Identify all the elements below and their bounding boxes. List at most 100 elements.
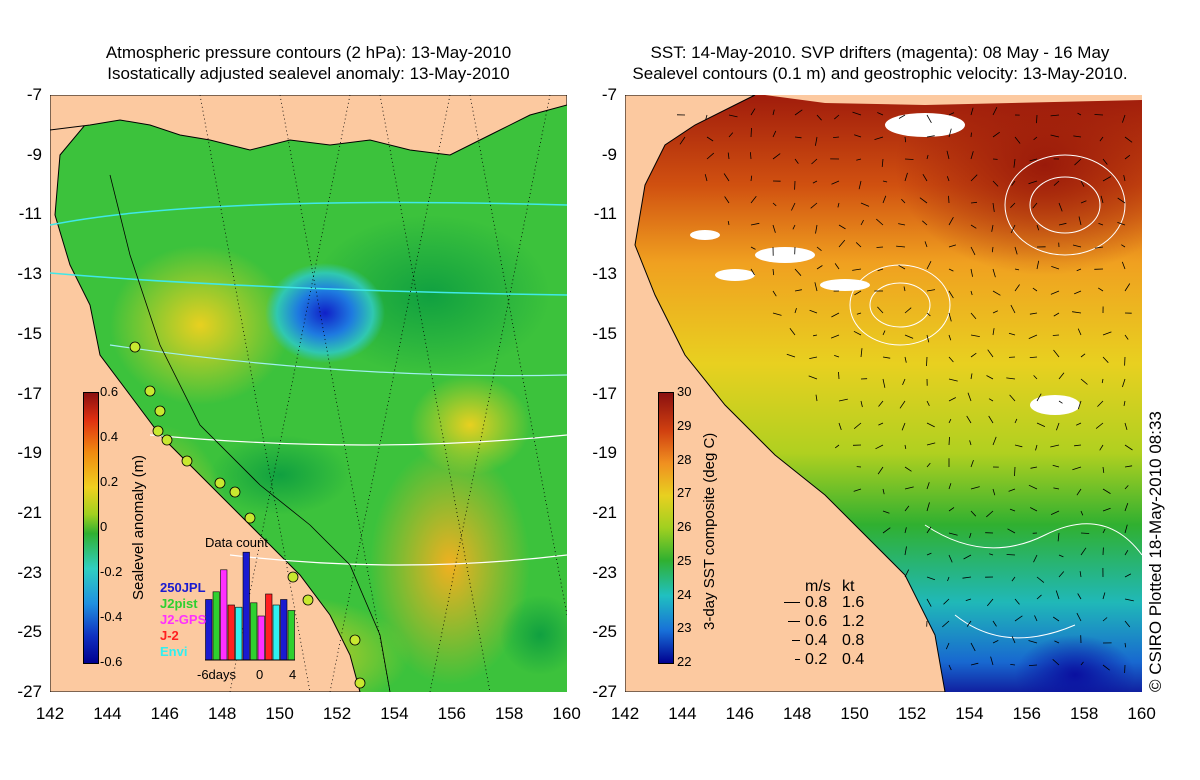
velocity-arrow	[1124, 465, 1133, 468]
velocity-arrow	[966, 620, 972, 627]
velocity-arrow	[1117, 197, 1126, 204]
velocity-arrow	[948, 483, 952, 490]
velocity-arrow	[970, 312, 977, 320]
lon-tick-label: 142	[610, 704, 640, 723]
sst-map[interactable]	[625, 95, 1142, 692]
velocity-arrow	[794, 158, 799, 164]
velocity-legend-arrow	[792, 640, 800, 641]
velocity-arrow	[969, 440, 972, 446]
velocity-arrow	[853, 422, 862, 430]
velocity-arrow	[814, 282, 818, 292]
lat-tick-label: -25	[17, 622, 42, 642]
velocity-arrow	[1124, 620, 1131, 628]
velocity-arrow	[904, 158, 914, 160]
velocity-arrow	[831, 312, 840, 318]
velocity-arrow	[882, 527, 891, 534]
velocity-arrow	[992, 131, 1000, 138]
velocity-arrow	[1055, 590, 1060, 600]
velocity-arrow	[882, 510, 890, 514]
velocity-arrow	[904, 307, 912, 314]
velocity-arrow	[855, 242, 862, 248]
velocity-legend-ms: 0.8	[805, 594, 828, 611]
velocity-arrow	[1095, 422, 1104, 429]
velocity-arrow	[1036, 422, 1046, 427]
velocity-arrow	[948, 244, 957, 248]
velocity-arrow	[926, 576, 936, 581]
velocity-arrow	[816, 246, 822, 252]
velocity-arrow	[1014, 418, 1018, 424]
velocity-arrow	[1050, 510, 1060, 515]
velocity-arrow	[992, 620, 997, 627]
velocity-arrow	[876, 246, 884, 248]
low-anomaly-area	[210, 435, 350, 515]
velocity-arrow	[1102, 664, 1110, 671]
velocity-arrow	[1009, 508, 1016, 512]
velocity-arrow	[991, 224, 994, 232]
velocity-arrow	[986, 375, 994, 380]
velocity-arrow	[988, 415, 994, 424]
velocity-legend-header-kt: kt	[842, 578, 855, 595]
velocity-arrow	[948, 436, 950, 446]
velocity-arrow	[1030, 507, 1038, 512]
velocity-arrow	[948, 112, 955, 116]
colorbar-tick-label: 0.6	[100, 384, 119, 399]
velocity-legend-ms: 0.2	[805, 651, 828, 668]
velocity-arrow	[1122, 114, 1126, 123]
velocity-arrow	[1028, 640, 1038, 644]
velocity-arrow	[986, 598, 994, 607]
velocity-arrow	[926, 261, 932, 270]
velocity-arrow	[1102, 466, 1105, 473]
velocity-arrow	[794, 307, 797, 314]
velocity-arrow	[1050, 134, 1060, 138]
velocity-arrow	[1036, 224, 1040, 231]
velocity-arrow	[1050, 290, 1060, 295]
velocity-arrow	[853, 330, 862, 336]
sealevel-anomaly-map[interactable]	[50, 95, 567, 692]
lat-tick-label: -25	[592, 622, 617, 642]
velocity-arrow	[970, 268, 973, 277]
velocity-arrow	[1076, 422, 1082, 426]
velocity-arrow	[970, 151, 974, 160]
velocity-arrow	[810, 202, 818, 209]
cold-core-eddy	[1015, 635, 1135, 692]
velocity-arrow	[1122, 378, 1126, 388]
velocity-arrow	[946, 176, 950, 182]
velocity-arrow	[724, 196, 730, 204]
velocity-arrow	[943, 598, 950, 605]
data-count-xtick: 4	[289, 667, 297, 682]
velocity-arrow	[856, 312, 862, 315]
velocity-legend-arrow	[784, 602, 800, 603]
sst-map-svg	[625, 95, 1142, 692]
velocity-arrow	[948, 128, 952, 138]
velocity-arrow	[1074, 158, 1082, 166]
velocity-arrow	[1080, 510, 1084, 516]
velocity-arrow	[901, 422, 906, 431]
velocity-arrow	[992, 328, 995, 336]
velocity-arrow	[772, 268, 775, 276]
pressure-contour	[149, 434, 567, 446]
velocity-arrow	[926, 526, 932, 534]
velocity-arrow	[904, 546, 907, 556]
velocity-arrow	[1094, 246, 1104, 249]
velocity-arrow	[1058, 372, 1065, 380]
velocity-arrow	[1099, 136, 1104, 142]
pressure-contour	[50, 201, 567, 226]
velocity-arrow	[991, 246, 994, 253]
velocity-arrow	[1102, 528, 1106, 534]
velocity-arrow	[1076, 488, 1082, 496]
velocity-arrow	[1014, 284, 1020, 292]
data-count-xtick: -6days	[197, 667, 237, 682]
velocity-arrow	[750, 222, 760, 226]
lon-tick-label: 146	[725, 704, 754, 723]
lon-tick-label: 160	[552, 704, 581, 723]
velocity-arrow	[815, 224, 818, 234]
velocity-arrow	[1101, 378, 1104, 384]
data-count-bar	[257, 615, 265, 661]
velocity-arrow	[772, 130, 777, 138]
velocity-arrow	[1034, 615, 1038, 622]
colorbar-tick-label: 0.2	[100, 474, 119, 489]
velocity-arrow	[926, 598, 932, 607]
lat-tick-label: -9	[26, 144, 42, 164]
velocity-arrow	[750, 127, 752, 138]
shelf-edge-contour	[109, 174, 391, 692]
